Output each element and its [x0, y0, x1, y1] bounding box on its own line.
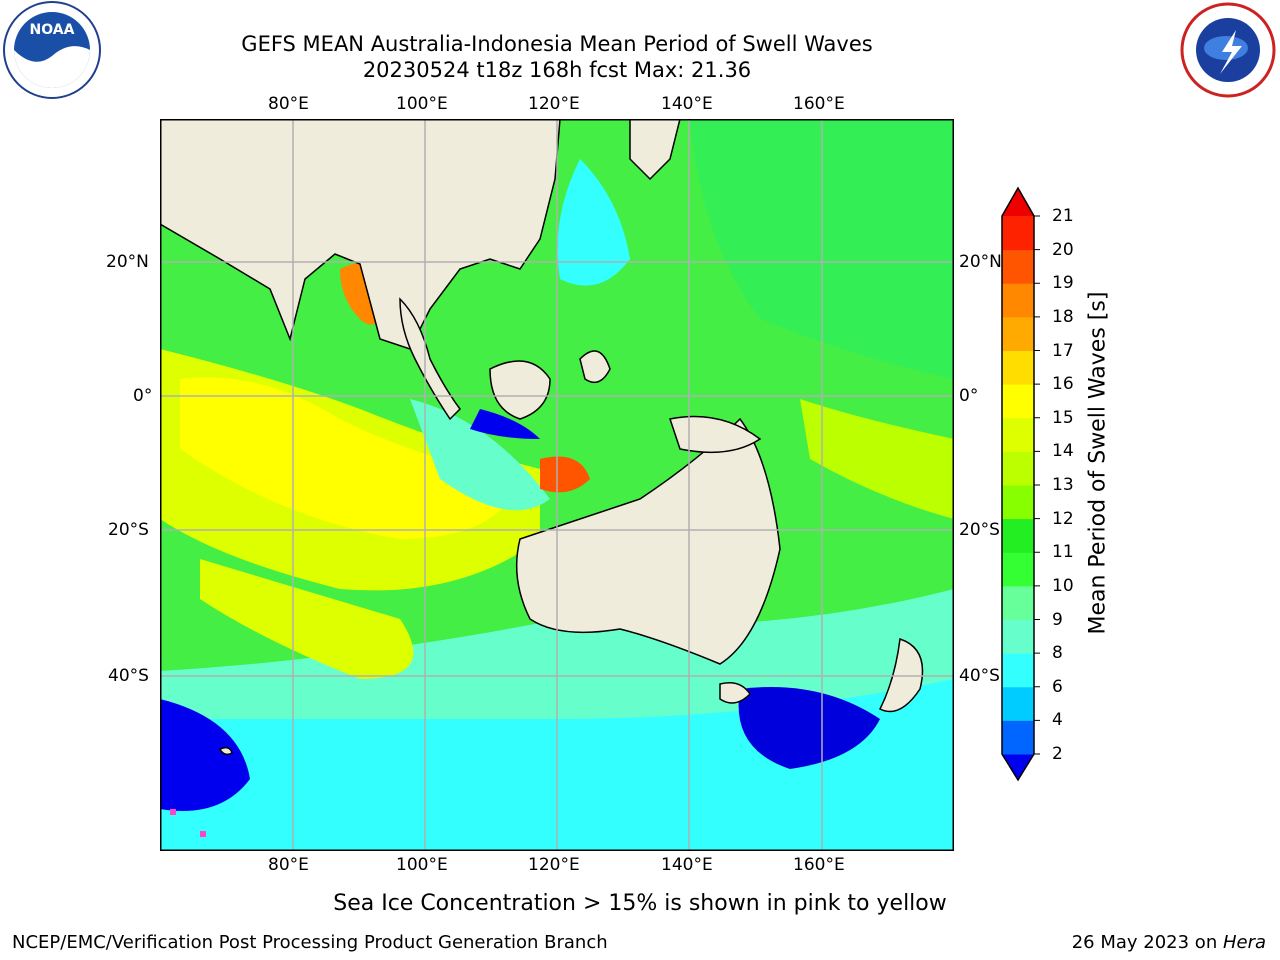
credit-text: NCEP/EMC/Verification Post Processing Pr… [12, 932, 608, 953]
lat-tick-right: 40°S [959, 666, 1000, 686]
noaa-logo-text: NOAA [30, 22, 75, 38]
colorbar-label: Mean Period of Swell Waves [s] [1085, 291, 1111, 635]
kerguelen [218, 746, 233, 756]
lat-tick-left: 20°N [106, 252, 149, 272]
colorbar-segment [1002, 384, 1034, 419]
lat-tick-left: 20°S [108, 520, 149, 540]
chart-title: GEFS MEAN Australia-Indonesia Mean Perio… [241, 32, 873, 56]
colorbar-segment [1002, 585, 1034, 620]
tasmania [719, 682, 751, 704]
colorbar-segment [1002, 350, 1034, 385]
southwest-short-period [160, 699, 250, 811]
malay-peninsula [399, 297, 461, 421]
host-name: Hera [1222, 932, 1266, 953]
colorbar-segment [1002, 451, 1034, 486]
chart-subtitle: 20230524 t18z 168h fcst Max: 21.36 [362, 58, 752, 82]
colorbar-segment [1002, 552, 1034, 587]
lon-tick-top: 100°E [396, 94, 448, 114]
map-svg [160, 119, 954, 851]
colorbar-segment [1002, 249, 1034, 284]
lat-tick-right: 0° [959, 386, 979, 406]
lat-tick-right: 20°N [959, 252, 1002, 272]
colorbar-tick-label: 20 [1052, 239, 1074, 260]
lon-tick-bottom: 80°E [268, 855, 309, 875]
colorbar-segment [1002, 485, 1034, 520]
colorbar-tick-label: 14 [1052, 441, 1074, 462]
lon-tick-top: 160°E [793, 94, 845, 114]
lon-tick-top: 140°E [661, 94, 713, 114]
date-text: 26 May 2023 on [1071, 932, 1223, 953]
colorbar-tick-label: 10 [1052, 575, 1074, 596]
colorbar-tick-label: 11 [1052, 542, 1074, 563]
colorbar-tick-label: 8 [1052, 643, 1063, 664]
noaa-logo: NOAA [0, 0, 104, 100]
map-frame [160, 119, 954, 851]
colorbar-tick-label: 4 [1052, 710, 1063, 731]
colorbar-extend-low [1002, 754, 1034, 780]
new-guinea [669, 415, 762, 454]
colorbar-segment [1002, 653, 1034, 688]
colorbar-segment [1002, 283, 1034, 318]
lat-tick-left: 40°S [108, 666, 149, 686]
indian-ocean-peak [180, 377, 520, 539]
colorbar-tick-label: 2 [1052, 744, 1063, 764]
map-panel [160, 119, 954, 851]
asia-mainland [160, 119, 561, 350]
colorbar-segment [1002, 216, 1034, 251]
sea-ice-cell [200, 831, 206, 837]
land-masses [160, 119, 924, 756]
south-china-sea-zone [557, 159, 630, 286]
colorbar-extend-high [1002, 188, 1034, 216]
colorbar-segment [1002, 316, 1034, 351]
colorbar-tick-label: 9 [1052, 609, 1063, 630]
colorbar-tick-label: 13 [1052, 475, 1074, 495]
lon-tick-bottom: 120°E [528, 855, 580, 875]
colorbar-svg [1001, 186, 1040, 782]
colorbar-segment [1002, 686, 1034, 721]
southwest-long-period [200, 559, 414, 679]
nws-logo [1178, 0, 1278, 100]
japan [629, 119, 681, 181]
lat-tick-left: 0° [133, 386, 153, 406]
timor-peak [540, 456, 590, 493]
lon-tick-bottom: 160°E [793, 855, 845, 875]
colorbar-segment [1002, 720, 1034, 755]
bay-zone [410, 399, 550, 511]
colorbar-ticks: 2 4 6 8 9 10 11 12 13 14 15 16 17 18 19 20 21 [1052, 0, 1112, 960]
australia [515, 417, 781, 665]
colorbar-tick-label: 19 [1052, 273, 1074, 294]
java-sea-short [470, 409, 540, 439]
colorbar [1000, 186, 1042, 782]
colorbar-tick-label: 12 [1052, 508, 1074, 529]
colorbar-tick-label: 6 [1052, 676, 1063, 697]
philippines [579, 350, 611, 384]
colorbar-segment [1002, 518, 1034, 553]
lon-tick-top: 120°E [528, 94, 580, 114]
colorbar-tick-label: 21 [1052, 206, 1074, 226]
graticule [160, 119, 954, 851]
sea-ice-note: Sea Ice Concentration > 15% is shown in … [333, 891, 947, 916]
lat-tick-right: 20°S [959, 520, 1000, 540]
colorbar-tick-label: 15 [1052, 407, 1074, 428]
colorbar-tick-label: 17 [1052, 340, 1074, 361]
lon-tick-bottom: 140°E [661, 855, 713, 875]
colorbar-segment [1002, 619, 1034, 654]
lon-tick-top: 80°E [268, 94, 309, 114]
colorbar-tick-label: 16 [1052, 374, 1074, 395]
tasman-short-period [738, 687, 880, 769]
date-stamp: 26 May 2023 on Hera [1072, 932, 1266, 954]
pacific-long-period [800, 399, 954, 519]
colorbar-segment [1002, 417, 1034, 452]
borneo [489, 360, 551, 420]
colorbar-tick-label: 18 [1052, 306, 1074, 327]
sea-ice-cell [170, 809, 176, 815]
lon-tick-bottom: 100°E [396, 855, 448, 875]
